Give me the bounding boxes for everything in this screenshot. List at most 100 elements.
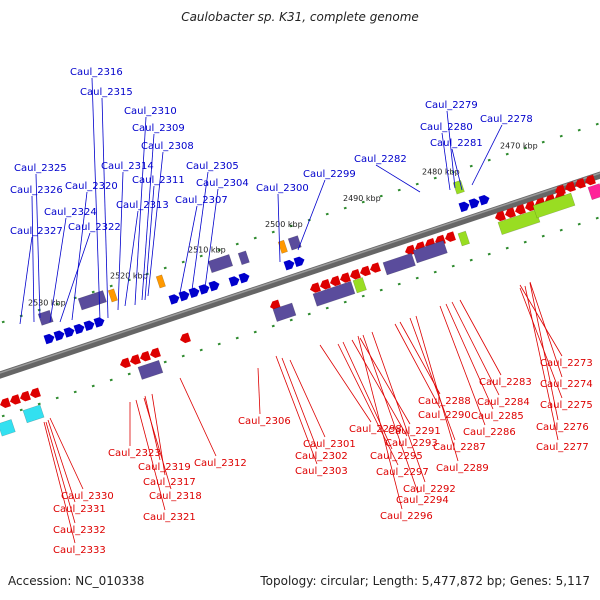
minus-leader-line <box>337 343 399 466</box>
minus-gene-label: Caul_2301 <box>303 439 356 450</box>
plus-leader-line <box>91 77 101 321</box>
minus-gene-label: Caul_2332 <box>53 525 106 536</box>
minus-gene-label: Caul_2286 <box>463 427 516 438</box>
tick-label: 2530 kbp <box>28 299 66 308</box>
minus-strand-arrow <box>30 387 41 399</box>
tick-label: 2480 kbp <box>422 167 460 176</box>
plus-gene-label: Caul_2311 <box>132 175 185 186</box>
inner-tick-row <box>523 240 527 244</box>
plus-gene-label: Caul_2325 <box>14 163 67 174</box>
inner-tick-row <box>595 216 599 220</box>
plus-leader-line <box>441 132 451 191</box>
minus-gene-label: Caul_2331 <box>53 504 106 515</box>
minus-gene-label: Caul_2291 <box>388 426 441 437</box>
plus-leader-line <box>191 171 209 291</box>
minus-gene-label: Caul_2312 <box>194 458 247 469</box>
outer-tick-row <box>235 242 239 246</box>
inner-tick-row <box>577 222 581 226</box>
outer-tick-row <box>559 134 563 138</box>
cog-block <box>287 235 302 251</box>
plus-strand-arrow <box>198 284 210 295</box>
plus-gene-label: Caul_2313 <box>116 200 169 211</box>
minus-gene-label: Caul_2333 <box>53 545 106 556</box>
plus-strand-arrow <box>238 272 250 284</box>
inner-tick-row <box>1 414 5 418</box>
outer-tick-row <box>433 176 437 180</box>
plus-strand-arrow <box>478 194 490 206</box>
minus-gene-label: Caul_2303 <box>295 466 348 477</box>
cog-block <box>352 277 367 294</box>
minus-gene-label: Caul_2293 <box>385 438 438 449</box>
minus-leader-line <box>415 315 459 462</box>
plus-gene-label: Caul_2322 <box>68 222 121 233</box>
inner-tick-row <box>163 360 167 364</box>
inner-tick-row <box>433 270 437 274</box>
minus-gene-label: Caul_2284 <box>477 397 530 408</box>
inner-tick-row <box>325 306 329 310</box>
plus-strand-arrow <box>178 290 190 302</box>
outer-tick-row <box>181 260 185 264</box>
minus-gene-label: Caul_2297 <box>376 467 429 478</box>
plus-leader-line <box>124 210 139 307</box>
plus-gene-label: Caul_2324 <box>44 207 97 218</box>
inner-tick-row <box>127 372 131 376</box>
outer-tick-row <box>469 164 473 168</box>
outer-tick-row <box>343 206 347 210</box>
minus-leader-line <box>394 323 441 409</box>
minus-leader-line <box>179 377 217 457</box>
cog-block <box>207 254 234 274</box>
minus-gene-label: Caul_2295 <box>370 451 423 462</box>
cog-block <box>155 274 166 289</box>
plus-gene-label: Caul_2308 <box>141 141 194 152</box>
minus-leader-line <box>524 285 559 441</box>
minus-gene-label: Caul_2273 <box>540 358 593 369</box>
plus-leader-line <box>101 97 109 319</box>
cog-block <box>532 192 576 219</box>
outer-tick-row <box>163 266 167 270</box>
plus-gene-label: Caul_2282 <box>354 154 407 165</box>
outer-tick-row <box>91 290 95 294</box>
minus-strand-arrow <box>140 350 151 362</box>
label-leaders <box>19 77 563 544</box>
outer-tick-row <box>217 248 221 252</box>
plus-strand-arrow <box>458 201 470 213</box>
inner-tick-row <box>55 396 59 400</box>
minus-strand-arrow <box>575 178 586 189</box>
minus-strand-arrow <box>555 184 566 196</box>
inner-tick-row <box>343 300 347 304</box>
minus-leader-line <box>359 337 411 425</box>
minus-strand-arrow <box>405 244 416 256</box>
plus-strand-arrow <box>43 333 55 345</box>
plus-leader-line <box>446 110 456 189</box>
inner-tick-row <box>379 288 383 292</box>
outer-tick-row <box>541 140 545 144</box>
plus-leader-line <box>179 205 198 294</box>
minus-strand-arrow <box>525 200 536 212</box>
plus-gene-label: Caul_2309 <box>132 123 185 134</box>
outer-tick-row <box>361 200 365 204</box>
inner-tick-row <box>91 384 95 388</box>
plus-gene-label: Caul_2327 <box>10 226 63 237</box>
minus-gene-label: Caul_2298 <box>349 424 402 435</box>
minus-leader-line <box>319 344 372 423</box>
inner-tick-row <box>559 228 563 232</box>
outer-tick-row <box>595 122 599 126</box>
minus-gene-label: Caul_2302 <box>295 451 348 462</box>
cog-block <box>107 288 118 303</box>
minus-strand-arrow <box>340 272 351 283</box>
minus-leader-line <box>357 335 403 510</box>
minus-gene-label: Caul_2289 <box>436 463 489 474</box>
minus-strand-arrow <box>320 279 331 290</box>
inner-tick-row <box>415 276 419 280</box>
minus-leader-line <box>439 305 486 426</box>
tick-label: 2470 kbp <box>500 142 538 151</box>
plus-gene-label: Caul_2326 <box>10 185 63 196</box>
minus-strand-arrow <box>20 390 31 402</box>
minus-strand-arrow <box>180 332 191 344</box>
minus-gene-label: Caul_2296 <box>380 511 433 522</box>
plus-leader-line <box>19 236 33 325</box>
outer-tick-row <box>55 302 59 306</box>
outer-tick-row <box>487 158 491 162</box>
outer-tick-row <box>325 212 329 216</box>
plus-gene-label: Caul_2320 <box>65 181 118 192</box>
